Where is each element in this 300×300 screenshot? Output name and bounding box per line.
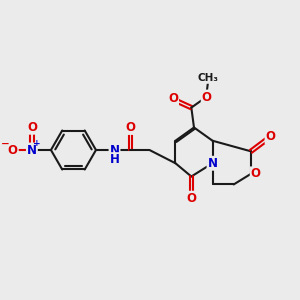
Text: O: O: [125, 121, 135, 134]
Text: O: O: [27, 121, 37, 134]
Text: O: O: [168, 92, 178, 105]
Text: −: −: [1, 138, 10, 148]
Text: O: O: [251, 167, 261, 180]
Text: CH₃: CH₃: [197, 73, 218, 83]
Text: O: O: [202, 91, 212, 103]
Text: H: H: [110, 153, 119, 166]
Text: N: N: [27, 143, 37, 157]
Text: O: O: [266, 130, 275, 143]
Text: N: N: [110, 144, 119, 157]
Text: O: O: [8, 143, 18, 157]
Text: +: +: [33, 139, 41, 148]
Text: N: N: [208, 157, 218, 170]
Text: O: O: [186, 192, 196, 205]
